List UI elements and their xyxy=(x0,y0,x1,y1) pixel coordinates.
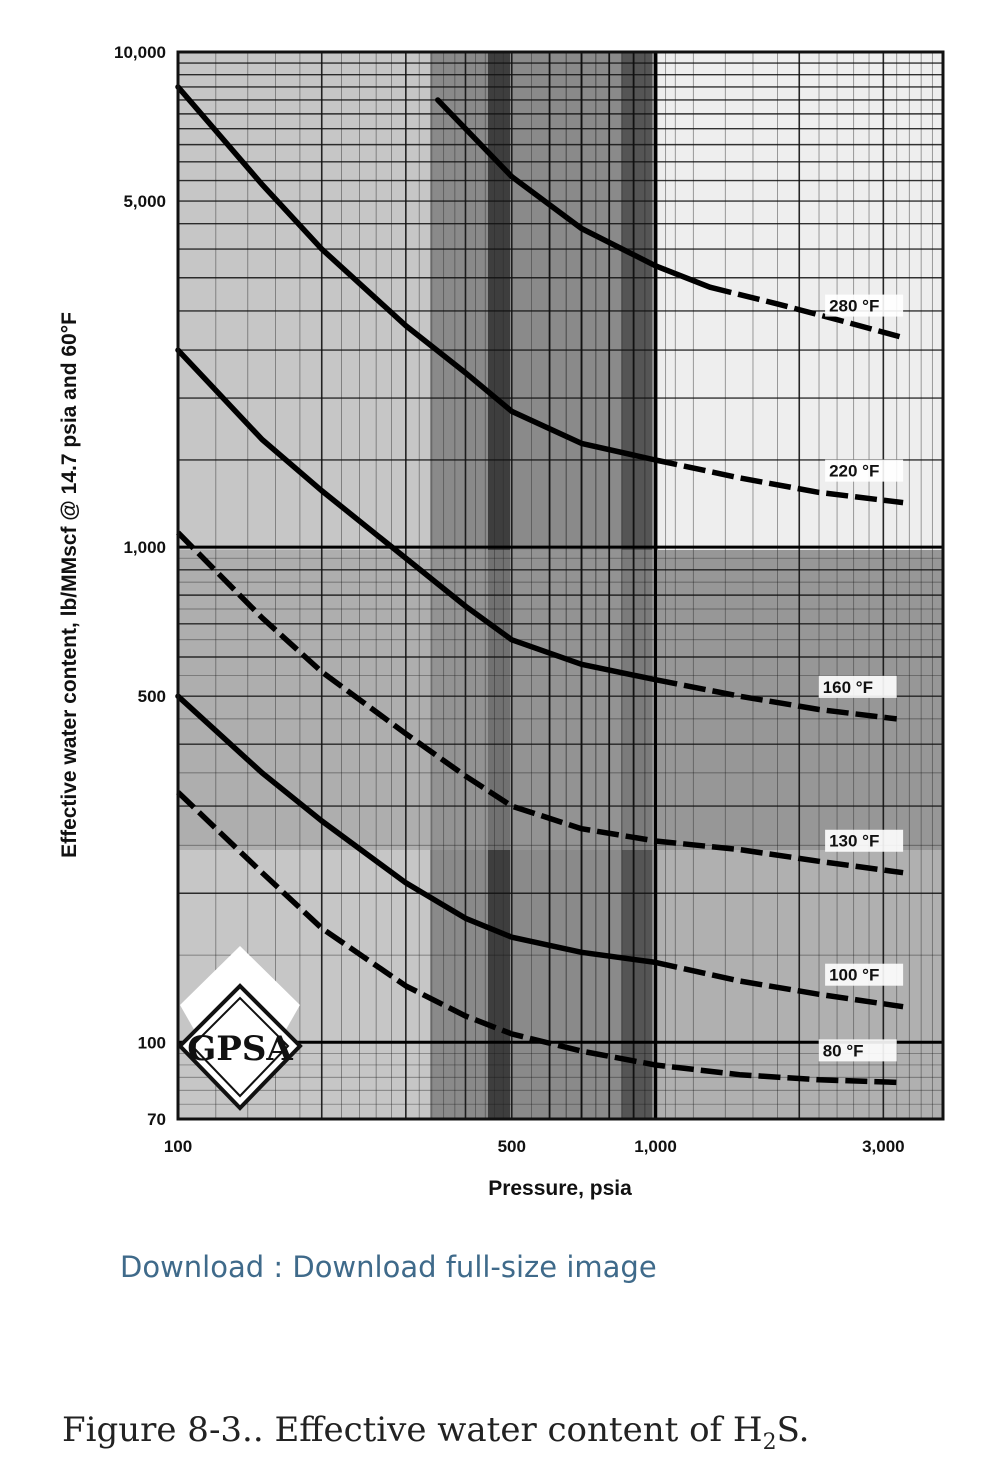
y-tick-label: 5,000 xyxy=(123,192,166,211)
curve-label-280f: 280 °F xyxy=(829,297,879,316)
x-tick-label: 1,000 xyxy=(634,1137,677,1156)
x-axis-ticks: 100 500 1,000 3,000 xyxy=(164,1137,905,1156)
caption-text: Figure 8-3.. Effective water content of … xyxy=(62,1410,763,1450)
x-axis-title: Pressure, psia xyxy=(488,1177,632,1200)
curve-label-100f: 100 °F xyxy=(829,966,879,985)
curve-label-bg xyxy=(818,675,897,698)
y-axis-title: Effective water content, lb/MMscf @ 14.7… xyxy=(58,312,81,858)
curve-280f-dashed xyxy=(709,284,904,341)
curve-label-130f: 130 °F xyxy=(829,832,879,851)
curve-label-bg xyxy=(825,963,904,986)
curve-220f-solid xyxy=(175,84,659,463)
figure-caption: Figure 8-3.. Effective water content of … xyxy=(62,1410,809,1455)
gpsa-logo: GPSA xyxy=(177,946,303,1111)
y-tick-label: 70 xyxy=(147,1110,166,1129)
curve-80f-dashed xyxy=(176,790,897,1086)
curve-label-bg xyxy=(825,459,904,482)
y-tick-label: 500 xyxy=(138,687,166,706)
chart-grid xyxy=(178,52,943,1119)
curve-280f-solid xyxy=(435,97,713,290)
curve-160f-dashed xyxy=(654,677,898,722)
curve-label-bg xyxy=(825,294,904,317)
chart-curves: 280 °F 220 °F 160 °F 130 °F 100 °F 80 °F xyxy=(175,84,904,1086)
y-tick-label: 10,000 xyxy=(114,43,166,62)
curve-label-bg xyxy=(825,829,904,852)
x-tick-label: 100 xyxy=(164,1137,192,1156)
curve-label-bg xyxy=(818,1039,897,1062)
x-tick-label: 3,000 xyxy=(862,1137,905,1156)
curve-160f-solid xyxy=(175,347,659,683)
curve-label-80f: 80 °F xyxy=(823,1041,864,1060)
curve-label-220f: 220 °F xyxy=(829,462,879,481)
curve-label-160f: 160 °F xyxy=(823,678,873,697)
chart: 280 °F 220 °F 160 °F 130 °F 100 °F 80 °F GPSA… xyxy=(58,43,945,1200)
curve-100f-solid xyxy=(175,693,659,966)
y-axis-ticks: 10,000 5,000 1,000 500 100 70 xyxy=(114,43,166,1129)
curve-220f-dashed xyxy=(654,457,904,506)
caption-text-end: S. xyxy=(776,1410,810,1450)
plot-frame xyxy=(176,50,945,1121)
x-tick-label: 500 xyxy=(498,1137,526,1156)
curve-100f-dashed xyxy=(654,959,904,1010)
chart-shading xyxy=(178,52,943,1120)
download-full-size-link[interactable]: Download : Download full-size image xyxy=(120,1250,657,1284)
y-tick-label: 100 xyxy=(138,1033,166,1052)
logo-text: GPSA xyxy=(187,1029,293,1069)
caption-subscript: 2 xyxy=(762,1429,777,1455)
y-tick-label: 1,000 xyxy=(123,538,166,557)
